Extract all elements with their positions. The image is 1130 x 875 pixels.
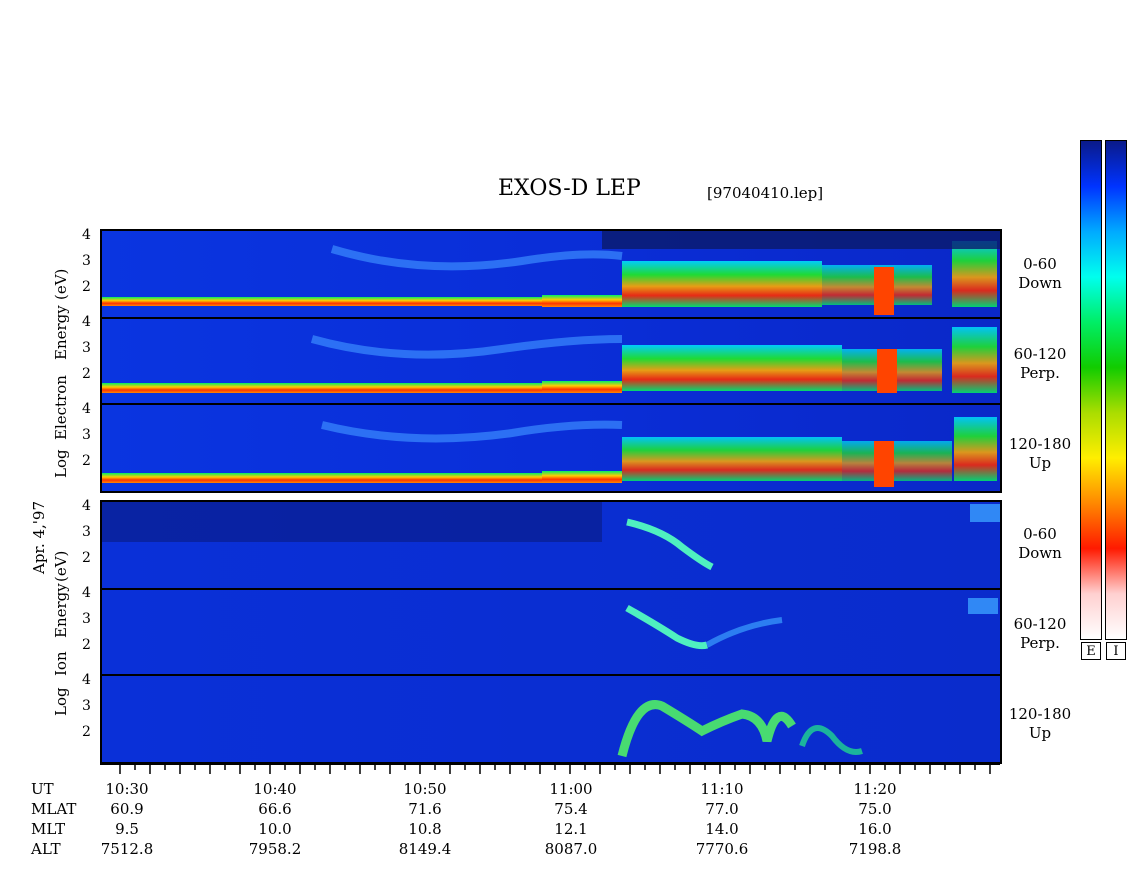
ion-ylabel-log: Log [52,687,70,716]
dir-label: Up [1028,454,1052,472]
y-tick-label: 3 [82,698,91,714]
ephemeris-value: 11:10 [700,780,744,798]
ephemeris-value: 10:40 [253,780,297,798]
angle-label: 120-180 [1008,705,1072,723]
ion-up-label: 120-180 Up [1000,705,1080,743]
ephemeris-row-label: UT [31,780,54,798]
ephemeris-value: 77.0 [705,800,739,818]
y-tick-label: 3 [82,253,91,269]
ion-panel-down [102,502,1000,588]
angle-label: 60-120 [1013,345,1067,363]
ephemeris-value: 10:30 [105,780,149,798]
y-tick-label: 2 [82,279,91,295]
y-tick-label: 2 [82,724,91,740]
y-tick-label: 2 [82,550,91,566]
ion-ylabel-unit: (eV) [52,550,70,582]
electron-ylabel-unit: (eV) [52,268,70,300]
ion-colorbar-label: I [1106,642,1126,660]
electron-up-label: 120-180 Up [1000,435,1080,473]
angle-label: 60-120 [1013,615,1067,633]
dir-label: Up [1028,724,1052,742]
electron-ylabel-energy: Energy [52,305,70,360]
y-tick-label: 2 [82,366,91,382]
ephemeris-value: 10.0 [258,820,292,838]
ephemeris-value: 75.4 [554,800,588,818]
electron-perp-label: 60-120 Perp. [1000,345,1080,383]
y-tick-label: 4 [82,585,91,601]
date-label: Apr. 4,'97 [30,500,48,574]
ephemeris-value: 11:00 [549,780,593,798]
electron-spectrogram [102,231,1000,491]
ephemeris-value: 7958.2 [248,840,302,858]
ephemeris-value: 8149.4 [398,840,452,858]
ephemeris-row-label: MLAT [31,800,77,818]
y-tick-label: 3 [82,611,91,627]
electron-spectrogram-block [100,229,1002,493]
electron-down-label: 0-60 Down [1000,255,1080,293]
angle-label: 120-180 [1008,435,1072,453]
ephemeris-value: 60.9 [110,800,144,818]
electron-colorbar [1080,140,1102,640]
ephemeris-row-label: MLT [31,820,66,838]
y-tick-label: 2 [82,453,91,469]
ion-spectrogram-block [100,500,1002,764]
electron-ylabel-log: Log [52,449,70,478]
ephemeris-value: 7770.6 [695,840,749,858]
dir-label: Perp. [1020,364,1060,382]
y-tick-label: 4 [82,314,91,330]
angle-label: 0-60 [1023,525,1057,543]
y-tick-label: 4 [82,227,91,243]
y-tick-label: 4 [82,498,91,514]
ephemeris-value: 11:20 [853,780,897,798]
electron-ylabel-species: Electron [52,375,70,440]
ephemeris-value: 10:50 [403,780,447,798]
ephemeris-value: 12.1 [554,820,588,838]
ephemeris-value: 7512.8 [100,840,154,858]
data-filename: [97040410.lep] [707,184,824,202]
electron-panel-down [102,231,1000,317]
ion-spectrogram [102,502,1000,762]
ion-perp-label: 60-120 Perp. [1000,615,1080,653]
y-tick-label: 3 [82,427,91,443]
y-tick-label: 4 [82,401,91,417]
angle-label: 0-60 [1023,255,1057,273]
ion-ylabel-species: Ion [52,651,70,676]
dir-label: Perp. [1020,634,1060,652]
ephemeris-value: 14.0 [705,820,739,838]
y-tick-label: 2 [82,637,91,653]
ion-down-label: 0-60 Down [1000,525,1080,563]
ion-colorbar [1105,140,1127,640]
ephemeris-value: 16.0 [858,820,892,838]
ephemeris-value: 7198.8 [848,840,902,858]
time-axis [100,763,1000,774]
ephemeris-value: 66.6 [258,800,292,818]
chart-title: EXOS-D LEP [498,176,641,201]
ephemeris-value: 8087.0 [544,840,598,858]
ion-panel-up [102,676,1000,762]
ephemeris-value: 71.6 [408,800,442,818]
ion-panel-perp [102,590,1000,674]
ion-ylabel-energy: Energy [52,583,70,638]
ephemeris-value: 9.5 [115,820,139,838]
dir-label: Down [1018,274,1062,292]
y-tick-label: 3 [82,524,91,540]
y-tick-label: 4 [82,672,91,688]
dir-label: Down [1018,544,1062,562]
electron-panel-up [102,405,1000,491]
ephemeris-row-label: ALT [31,840,61,858]
electron-colorbar-label: E [1081,642,1101,660]
ephemeris-value: 10.8 [408,820,442,838]
ephemeris-value: 75.0 [858,800,892,818]
electron-panel-perp [102,319,1000,403]
y-tick-label: 3 [82,340,91,356]
